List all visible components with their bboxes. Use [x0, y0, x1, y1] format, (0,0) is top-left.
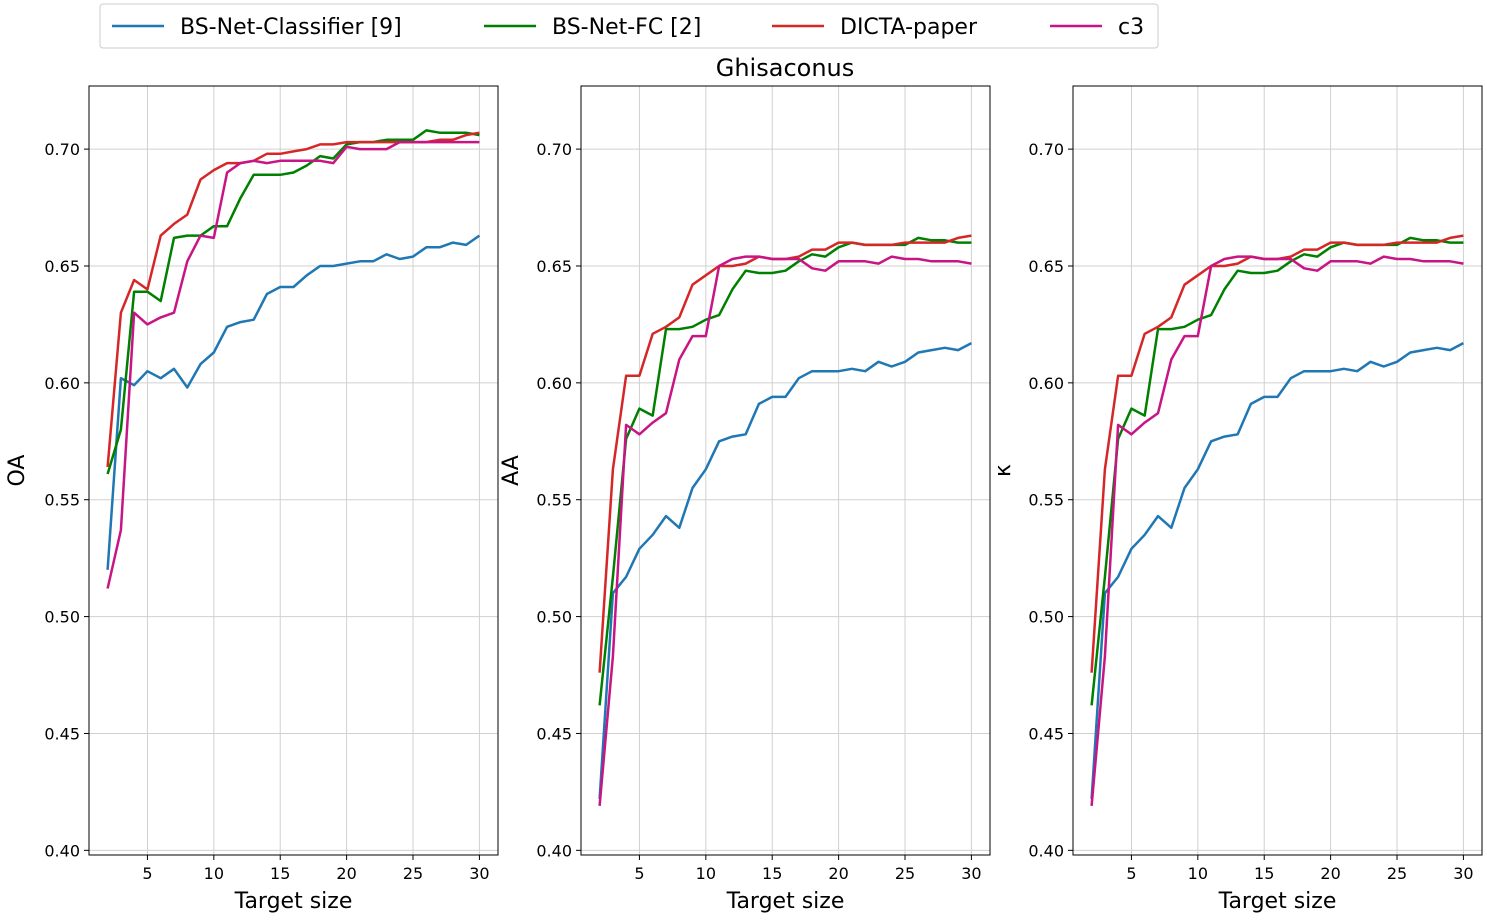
y-tick-label-2: 0.45	[536, 724, 572, 743]
figure-title: Ghisaconus	[716, 54, 855, 82]
x-axis-label: Target size	[1218, 889, 1337, 914]
y-tick-label-1: 0.40	[44, 841, 80, 860]
y-tick-label-2: 0.45	[44, 724, 80, 743]
y-tick-label-4: 0.55	[44, 491, 80, 510]
x-tick-label-5: 25	[895, 864, 915, 883]
x-tick-label-1: 5	[634, 864, 644, 883]
series-line-2	[1090, 236, 1464, 706]
x-tick-label-4: 20	[828, 864, 848, 883]
x-axis-label: Target size	[726, 889, 845, 914]
y-tick-label-2: 0.45	[1028, 724, 1064, 743]
x-tick-label-1: 5	[1126, 864, 1136, 883]
x-tick-label-2: 10	[696, 864, 716, 883]
series-line-3	[1090, 234, 1464, 673]
panel-3: 5 10 15 20 25 30 0.40 0.45 0.50 0.55 0.60 0.65 0.70 T…	[991, 85, 1483, 914]
x-tick-label-2: 10	[1188, 864, 1208, 883]
legend-label-1: BS-Net-Classifier [9]	[180, 15, 402, 40]
y-tick-label-6: 0.65	[44, 257, 80, 276]
series-line-4	[106, 140, 480, 589]
x-tick-label-6: 30	[961, 864, 981, 883]
x-tick-label-2: 10	[204, 864, 224, 883]
x-tick-label-4: 20	[1320, 864, 1340, 883]
series-line-2	[598, 236, 972, 706]
x-tick-label-6: 30	[469, 864, 489, 883]
y-tick-label-1: 0.40	[1028, 841, 1064, 860]
y-tick-label-7: 0.70	[1028, 140, 1064, 159]
y-tick-label-3: 0.50	[1028, 608, 1064, 627]
y-tick-label-7: 0.70	[44, 140, 80, 159]
x-tick-label-1: 5	[142, 864, 152, 883]
y-axis-label: OA	[5, 455, 30, 487]
y-tick-label-7: 0.70	[536, 140, 572, 159]
series-line-4	[598, 255, 972, 807]
y-tick-label-1: 0.40	[536, 841, 572, 860]
panel-1: 5 10 15 20 25 30 0.40 0.45 0.50 0.55 0.60 0.65 0.70 T…	[5, 85, 499, 914]
y-tick-label-3: 0.50	[44, 608, 80, 627]
x-tick-label-5: 25	[403, 864, 423, 883]
series-line-3	[598, 234, 972, 673]
x-tick-label-3: 15	[270, 864, 290, 883]
x-tick-label-4: 20	[336, 864, 356, 883]
y-tick-label-6: 0.65	[536, 257, 572, 276]
x-tick-label-6: 30	[1453, 864, 1473, 883]
series-line-1	[1090, 341, 1464, 799]
y-tick-label-3: 0.50	[536, 608, 572, 627]
series-line-4	[1090, 255, 1464, 807]
x-tick-label-3: 15	[762, 864, 782, 883]
axes-frame	[580, 85, 991, 856]
y-tick-label-5: 0.60	[44, 374, 80, 393]
legend-frame	[99, 3, 1159, 49]
legend-label-3: DICTA-paper	[840, 15, 978, 40]
axes-frame	[1072, 85, 1483, 856]
y-axis-label: AA	[499, 455, 524, 486]
legend-label-2: BS-Net-FC [2]	[552, 15, 701, 40]
y-tick-label-5: 0.60	[536, 374, 572, 393]
series-line-1	[106, 234, 481, 570]
axes-frame	[88, 85, 499, 856]
series-line-2	[106, 129, 480, 475]
x-tick-label-5: 25	[1387, 864, 1407, 883]
series-line-1	[598, 341, 972, 799]
panels: 5 10 15 20 25 30 0.40 0.45 0.50 0.55 0.60 0.65 0.70 T…	[5, 85, 1483, 914]
y-tick-label-5: 0.60	[1028, 374, 1064, 393]
x-tick-label-3: 15	[1254, 864, 1274, 883]
panel-2: 5 10 15 20 25 30 0.40 0.45 0.50 0.55 0.60 0.65 0.70 T…	[499, 85, 991, 914]
y-tick-label-6: 0.65	[1028, 257, 1064, 276]
legend-label-4: c3	[1118, 15, 1144, 40]
series-line-3	[106, 131, 480, 468]
x-axis-label: Target size	[234, 889, 353, 914]
y-tick-label-4: 0.55	[1028, 491, 1064, 510]
legend: BS-Net-Classifier [9] BS-Net-FC [2] DICTA-…	[99, 3, 1159, 49]
y-axis-label: κ	[991, 464, 1016, 477]
y-tick-label-4: 0.55	[536, 491, 572, 510]
